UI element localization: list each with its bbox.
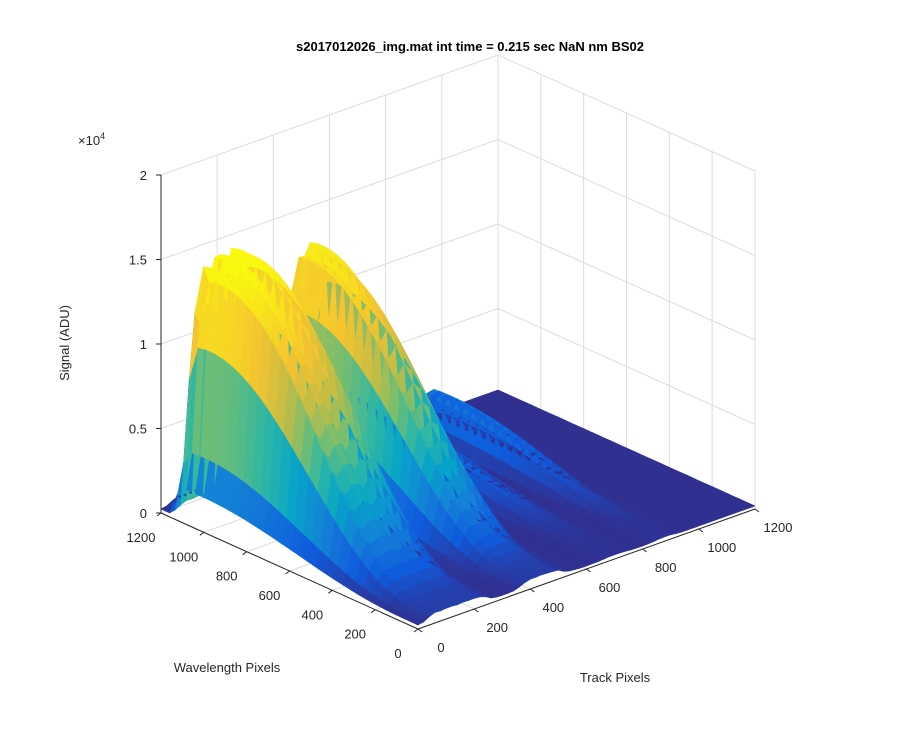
svg-text:×104: ×104 <box>78 131 105 148</box>
x-tick-mark <box>417 628 423 633</box>
grid-line <box>160 138 756 260</box>
x-tick-mark <box>473 608 479 613</box>
z-exponent-base: ×10 <box>78 133 100 148</box>
chart-title: s2017012026_img.mat int time = 0.215 sec… <box>296 39 644 54</box>
x-tick-label: 1200 <box>764 520 793 535</box>
x-tick-label: 1000 <box>707 540 736 555</box>
x-tick-mark <box>530 588 535 593</box>
x-tick-mark <box>642 548 647 553</box>
x-tick-label: 600 <box>599 580 621 595</box>
y-axis-label: Wavelength Pixels <box>174 660 281 675</box>
x-tick-mark <box>698 528 704 533</box>
y-tick-label: 0 <box>394 646 401 661</box>
y-tick-label: 600 <box>259 588 281 603</box>
tick-layer: 0200400600800100012000200400600800100012… <box>127 168 793 661</box>
surface-patch <box>740 501 756 509</box>
y-tick-mark <box>242 551 247 556</box>
y-tick-label: 1200 <box>127 530 156 545</box>
y-tick-label: 800 <box>216 569 238 584</box>
z-tick-label: 0 <box>140 506 147 521</box>
z-tick-label: 1 <box>140 337 147 352</box>
x-tick-mark <box>754 508 760 513</box>
x-tick-label: 400 <box>542 600 564 615</box>
z-exponent-power: 4 <box>100 131 105 141</box>
z-exponent-label: ×104 <box>78 131 105 148</box>
y-tick-label: 1000 <box>169 549 198 564</box>
y-tick-label: 200 <box>344 627 366 642</box>
grid-line <box>160 54 756 176</box>
y-tick-mark <box>413 628 419 633</box>
z-tick-label: 2 <box>140 168 147 183</box>
y-tick-mark <box>285 570 290 575</box>
y-tick-mark <box>328 589 333 594</box>
z-axis-label: Signal (ADU) <box>57 305 72 381</box>
y-tick-mark <box>199 531 205 536</box>
x-tick-mark <box>586 568 591 573</box>
x-tick-label: 200 <box>486 620 508 635</box>
z-tick-label: 0.5 <box>129 422 147 437</box>
y-tick-mark <box>370 609 376 614</box>
x-tick-label: 800 <box>655 560 677 575</box>
y-tick-label: 400 <box>301 607 323 622</box>
surface-layer <box>160 241 756 626</box>
z-tick-label: 1.5 <box>129 253 147 268</box>
x-axis-label: Track Pixels <box>580 670 651 685</box>
x-tick-label: 0 <box>437 640 444 655</box>
